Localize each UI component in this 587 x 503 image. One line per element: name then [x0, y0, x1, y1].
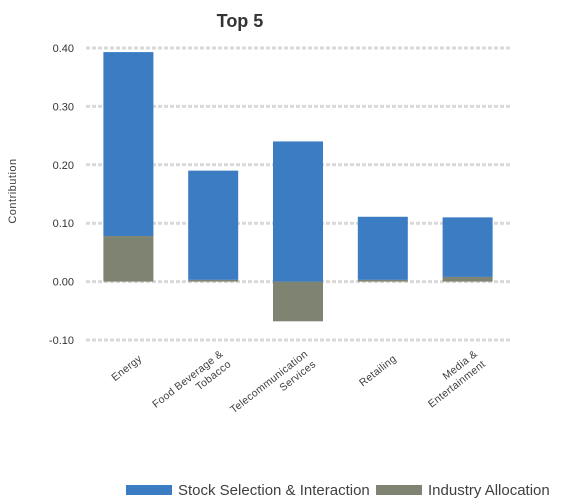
- x-tick-label: Energy: [109, 353, 144, 384]
- legend-swatch-stock-selection: [126, 485, 172, 495]
- bar-stock-selection: [188, 170, 239, 280]
- bar-industry-allocation: [273, 281, 323, 322]
- x-tick-line: Retailing: [357, 353, 399, 389]
- x-tick-line: Energy: [109, 353, 144, 384]
- y-axis-label: Contribution: [7, 158, 19, 223]
- bar-stock-selection: [442, 217, 493, 277]
- x-axis-ticks: Energy Food Beverage &TobaccoTelecommunic…: [109, 348, 488, 416]
- legend-label-industry-allocation: Industry Allocation: [428, 482, 550, 499]
- chart-title: Top 5: [217, 11, 264, 31]
- bar-industry-allocation: [442, 276, 493, 282]
- y-tick-label: 0.10: [53, 218, 74, 230]
- x-tick-label: Food Beverage &Tobacco: [150, 348, 233, 411]
- legend-swatch-industry-allocation: [376, 485, 422, 495]
- y-tick-label: 0.20: [53, 160, 74, 172]
- bar-stock-selection: [357, 216, 408, 280]
- bar-stock-selection: [273, 141, 323, 282]
- bars: [103, 52, 493, 322]
- legend: Stock Selection & Interaction Industry A…: [126, 482, 550, 499]
- bar-stock-selection: [103, 52, 154, 237]
- bar-industry-allocation: [188, 279, 239, 282]
- x-tick-label: Media &Entertainment: [426, 348, 488, 410]
- y-tick-label: 0.40: [53, 43, 74, 55]
- bar-industry-allocation: [357, 279, 408, 282]
- bar-industry-allocation: [103, 236, 154, 282]
- x-tick-label: Retailing: [357, 353, 399, 389]
- y-axis-ticks: -0.10 0.00 0.10 0.20 0.30 0.40: [49, 43, 74, 347]
- legend-label-stock-selection: Stock Selection & Interaction: [178, 482, 370, 499]
- y-tick-label: 0.30: [53, 101, 74, 113]
- y-tick-label: 0.00: [53, 277, 74, 289]
- y-tick-label: -0.10: [49, 335, 74, 347]
